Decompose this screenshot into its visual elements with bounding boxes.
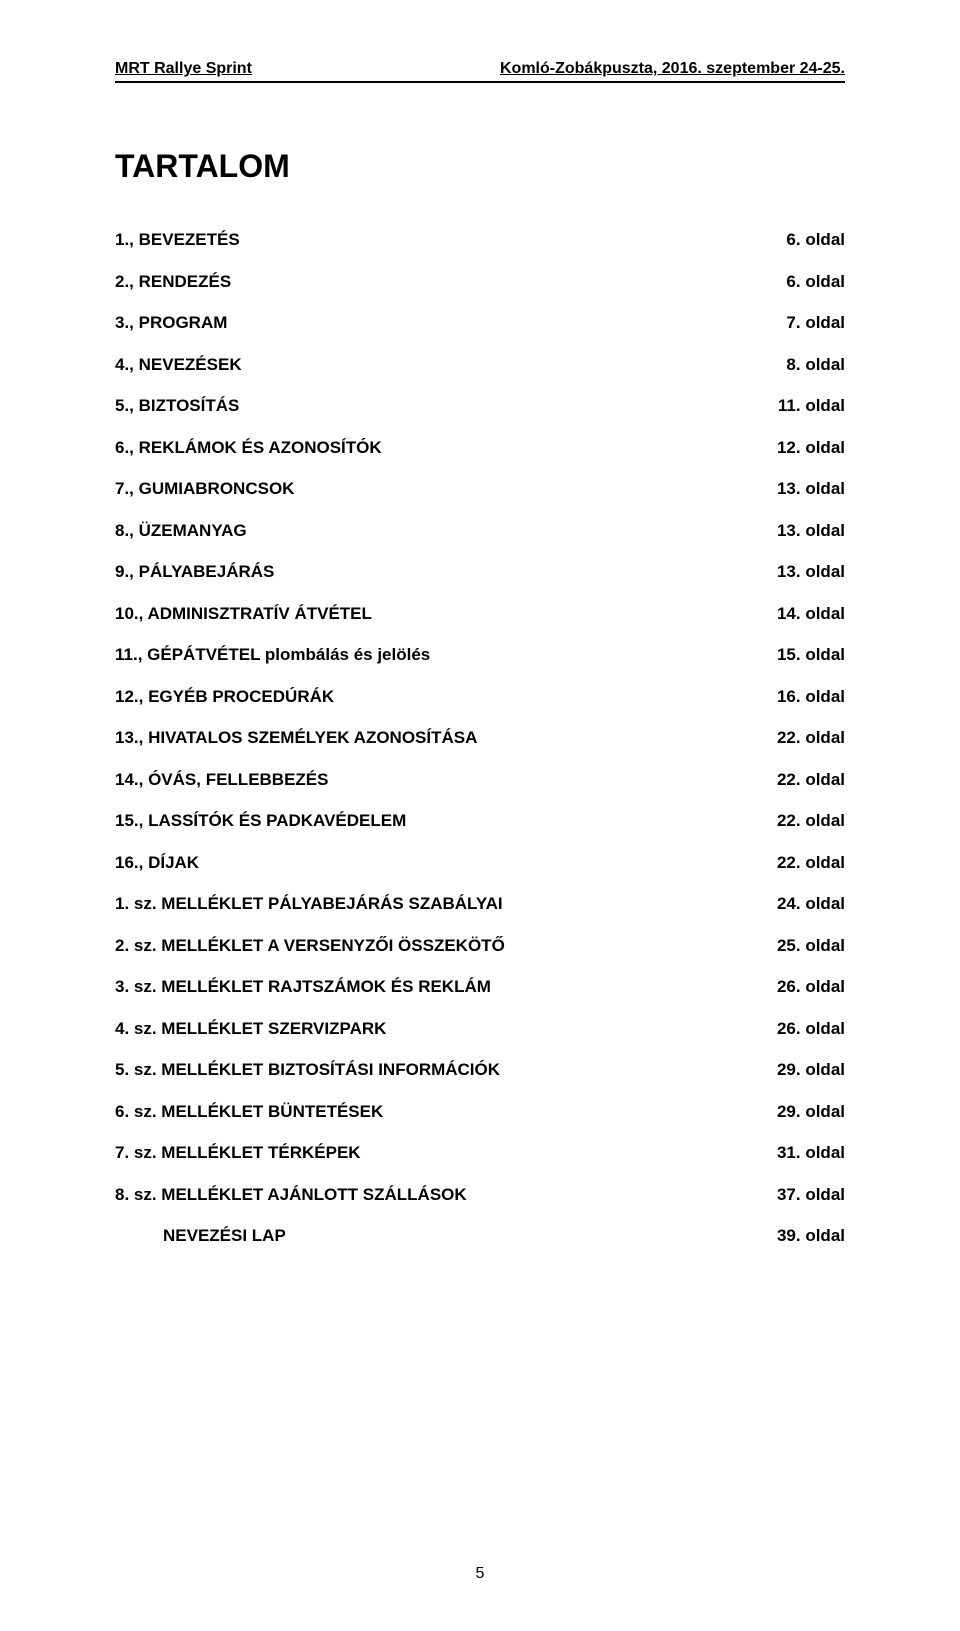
toc-label: 16., DÍJAK xyxy=(115,853,777,873)
toc-row: 3., PROGRAM7. oldal xyxy=(115,313,845,333)
document-page: MRT Rallye Sprint Komló-Zobákpuszta, 201… xyxy=(0,0,960,1631)
toc-row: 9., PÁLYABEJÁRÁS13. oldal xyxy=(115,562,845,582)
toc-label: 12., EGYÉB PROCEDÚRÁK xyxy=(115,687,777,707)
toc-page: 6. oldal xyxy=(786,230,845,250)
toc-label: 10., ADMINISZTRATÍV ÁTVÉTEL xyxy=(115,604,777,624)
toc-page: 25. oldal xyxy=(777,936,845,956)
toc-page: 11. oldal xyxy=(778,396,845,416)
toc-page: 8. oldal xyxy=(786,355,845,375)
toc-page: 14. oldal xyxy=(777,604,845,624)
toc-row: 5. sz. MELLÉKLET BIZTOSÍTÁSI INFORMÁCIÓK… xyxy=(115,1060,845,1080)
toc-label: 7., GUMIABRONCSOK xyxy=(115,479,777,499)
toc-label: 14., ÓVÁS, FELLEBBEZÉS xyxy=(115,770,777,790)
toc-page: 39. oldal xyxy=(777,1226,845,1246)
toc-label: 8., ÜZEMANYAG xyxy=(115,521,777,541)
toc-page: 31. oldal xyxy=(777,1143,845,1163)
toc-row: 13., HIVATALOS SZEMÉLYEK AZONOSÍTÁSA22. … xyxy=(115,728,845,748)
toc-label: 1. sz. MELLÉKLET PÁLYABEJÁRÁS SZABÁLYAI xyxy=(115,894,777,914)
toc-label: 4., NEVEZÉSEK xyxy=(115,355,786,375)
toc-page: 13. oldal xyxy=(777,479,845,499)
toc-page: 26. oldal xyxy=(777,1019,845,1039)
header-left: MRT Rallye Sprint xyxy=(115,60,252,78)
toc-page: 22. oldal xyxy=(777,770,845,790)
table-of-contents: 1., BEVEZETÉS6. oldal2., RENDEZÉS6. olda… xyxy=(115,230,845,1246)
toc-row: 10., ADMINISZTRATÍV ÁTVÉTEL14. oldal xyxy=(115,604,845,624)
toc-row: 6. sz. MELLÉKLET BÜNTETÉSEK29. oldal xyxy=(115,1102,845,1122)
toc-row: 1., BEVEZETÉS6. oldal xyxy=(115,230,845,250)
toc-label: 5. sz. MELLÉKLET BIZTOSÍTÁSI INFORMÁCIÓK xyxy=(115,1060,777,1080)
toc-row: 4. sz. MELLÉKLET SZERVIZPARK26. oldal xyxy=(115,1019,845,1039)
page-number: 5 xyxy=(476,1565,485,1583)
toc-page: 12. oldal xyxy=(777,438,845,458)
toc-label: 8. sz. MELLÉKLET AJÁNLOTT SZÁLLÁSOK xyxy=(115,1185,777,1205)
toc-label: 11., GÉPÁTVÉTEL plombálás és jelölés xyxy=(115,645,777,665)
toc-row: 15., LASSÍTÓK ÉS PADKAVÉDELEM22. oldal xyxy=(115,811,845,831)
toc-page: 22. oldal xyxy=(777,853,845,873)
toc-label: 5., BIZTOSÍTÁS xyxy=(115,396,778,416)
toc-row: 7. sz. MELLÉKLET TÉRKÉPEK31. oldal xyxy=(115,1143,845,1163)
toc-row: 11., GÉPÁTVÉTEL plombálás és jelölés15. … xyxy=(115,645,845,665)
toc-page: 29. oldal xyxy=(777,1060,845,1080)
toc-label: 9., PÁLYABEJÁRÁS xyxy=(115,562,777,582)
toc-page: 13. oldal xyxy=(777,562,845,582)
toc-label: 6. sz. MELLÉKLET BÜNTETÉSEK xyxy=(115,1102,777,1122)
toc-page: 22. oldal xyxy=(777,811,845,831)
toc-row: 2., RENDEZÉS6. oldal xyxy=(115,272,845,292)
toc-label: 6., REKLÁMOK ÉS AZONOSÍTÓK xyxy=(115,438,777,458)
toc-row: 1. sz. MELLÉKLET PÁLYABEJÁRÁS SZABÁLYAI2… xyxy=(115,894,845,914)
toc-row: 6., REKLÁMOK ÉS AZONOSÍTÓK12. oldal xyxy=(115,438,845,458)
toc-row: NEVEZÉSI LAP39. oldal xyxy=(115,1226,845,1246)
toc-row: 8. sz. MELLÉKLET AJÁNLOTT SZÁLLÁSOK37. o… xyxy=(115,1185,845,1205)
toc-page: 37. oldal xyxy=(777,1185,845,1205)
toc-row: 16., DÍJAK22. oldal xyxy=(115,853,845,873)
toc-row: 3. sz. MELLÉKLET RAJTSZÁMOK ÉS REKLÁM26.… xyxy=(115,977,845,997)
toc-row: 7., GUMIABRONCSOK13. oldal xyxy=(115,479,845,499)
toc-label: 2., RENDEZÉS xyxy=(115,272,786,292)
toc-row: 12., EGYÉB PROCEDÚRÁK16. oldal xyxy=(115,687,845,707)
toc-page: 6. oldal xyxy=(786,272,845,292)
toc-label: 3., PROGRAM xyxy=(115,313,786,333)
toc-page: 29. oldal xyxy=(777,1102,845,1122)
header: MRT Rallye Sprint Komló-Zobákpuszta, 201… xyxy=(115,60,845,83)
toc-label: 15., LASSÍTÓK ÉS PADKAVÉDELEM xyxy=(115,811,777,831)
toc-page: 13. oldal xyxy=(777,521,845,541)
toc-label: 1., BEVEZETÉS xyxy=(115,230,786,250)
toc-page: 26. oldal xyxy=(777,977,845,997)
toc-page: 15. oldal xyxy=(777,645,845,665)
toc-label: 4. sz. MELLÉKLET SZERVIZPARK xyxy=(115,1019,777,1039)
toc-page: 7. oldal xyxy=(786,313,845,333)
toc-row: 4., NEVEZÉSEK8. oldal xyxy=(115,355,845,375)
toc-row: 14., ÓVÁS, FELLEBBEZÉS22. oldal xyxy=(115,770,845,790)
toc-label: 3. sz. MELLÉKLET RAJTSZÁMOK ÉS REKLÁM xyxy=(115,977,777,997)
header-right: Komló-Zobákpuszta, 2016. szeptember 24-2… xyxy=(500,60,845,78)
toc-page: 16. oldal xyxy=(777,687,845,707)
toc-row: 5., BIZTOSÍTÁS11. oldal xyxy=(115,396,845,416)
toc-label: NEVEZÉSI LAP xyxy=(163,1226,777,1246)
toc-label: 2. sz. MELLÉKLET A VERSENYZŐI ÖSSZEKÖTŐ xyxy=(115,936,777,956)
toc-page: 22. oldal xyxy=(777,728,845,748)
toc-row: 8., ÜZEMANYAG13. oldal xyxy=(115,521,845,541)
toc-label: 7. sz. MELLÉKLET TÉRKÉPEK xyxy=(115,1143,777,1163)
document-title: TARTALOM xyxy=(115,148,845,185)
toc-page: 24. oldal xyxy=(777,894,845,914)
toc-label: 13., HIVATALOS SZEMÉLYEK AZONOSÍTÁSA xyxy=(115,728,777,748)
toc-row: 2. sz. MELLÉKLET A VERSENYZŐI ÖSSZEKÖTŐ2… xyxy=(115,936,845,956)
